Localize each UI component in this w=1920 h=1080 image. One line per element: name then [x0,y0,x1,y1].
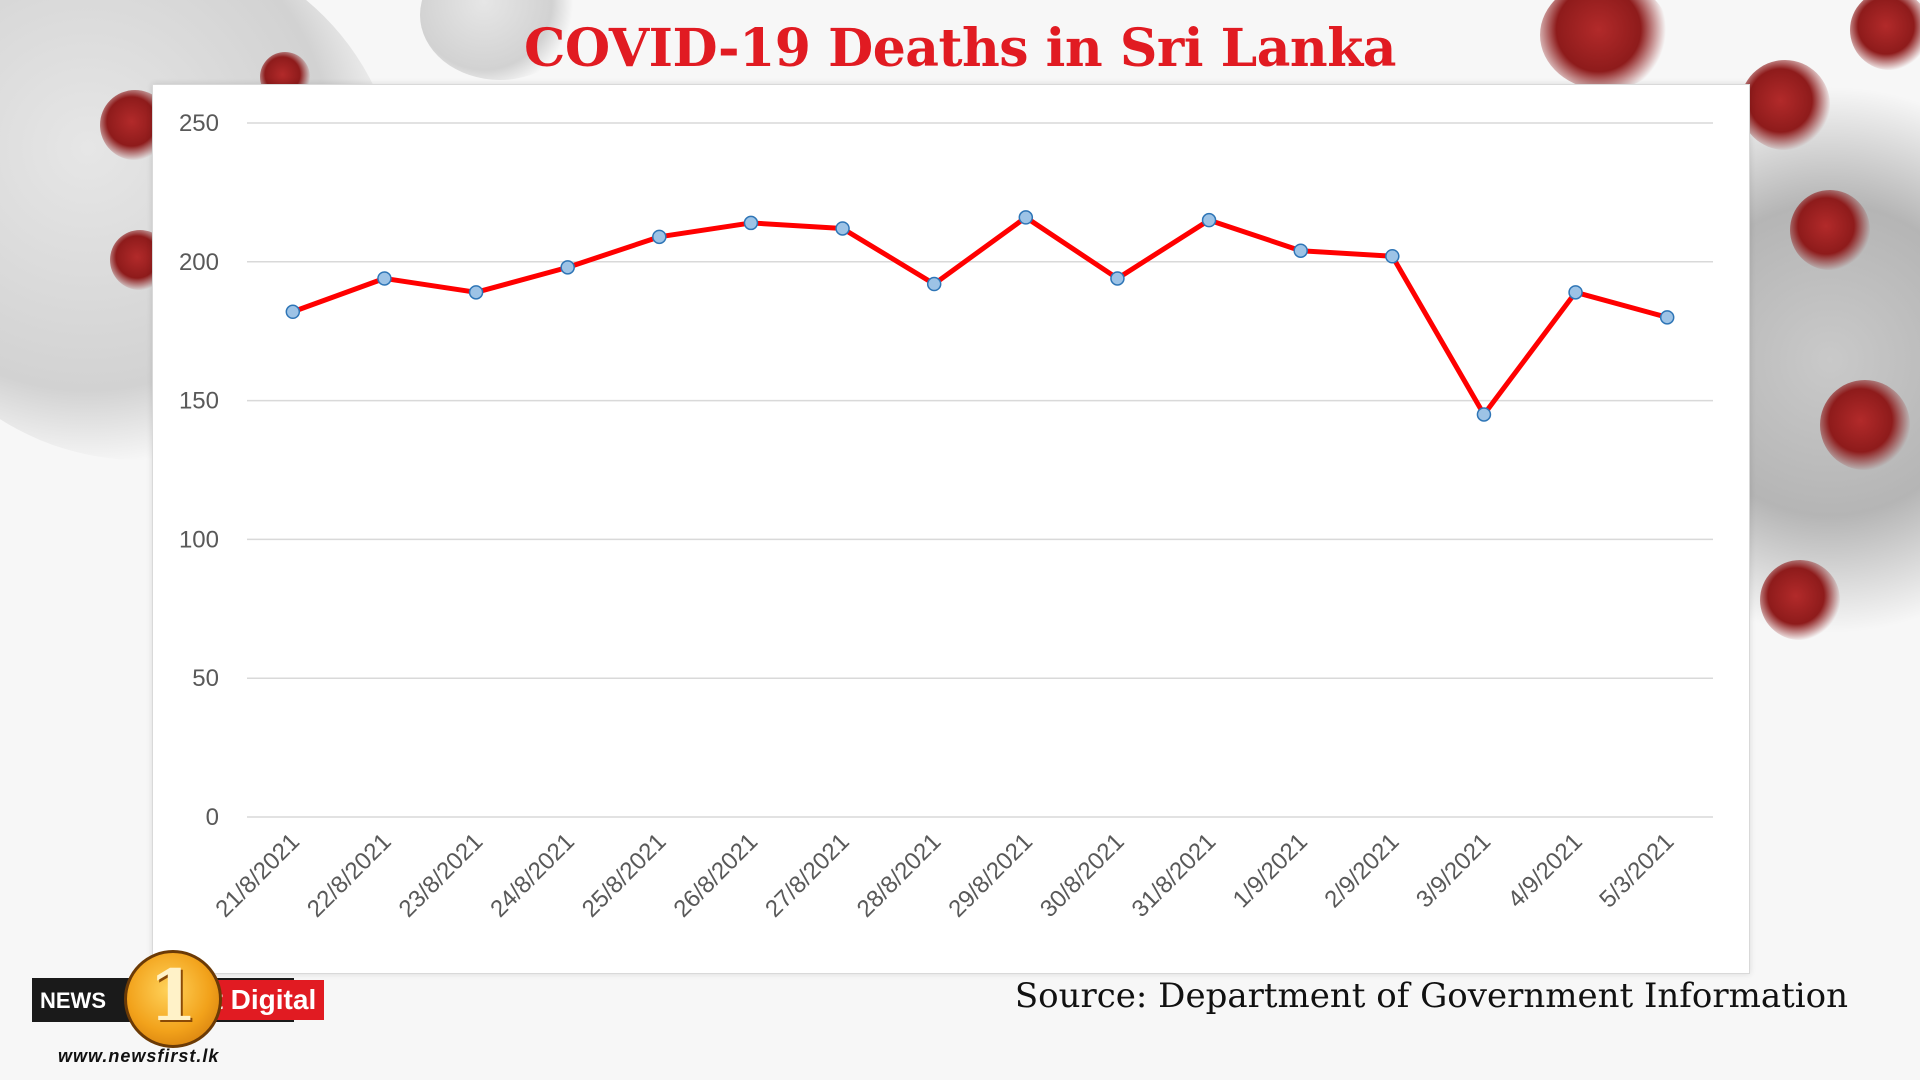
data-point [468,285,484,300]
data-point [926,276,942,292]
x-tick-label: 22/8/2021 [302,828,397,923]
x-tick-label: 31/8/2021 [1127,828,1222,923]
y-tick-label: 200 [179,249,219,276]
x-tick-label: 30/8/2021 [1035,828,1130,923]
logo-number: 1 [148,954,198,1037]
data-point [285,304,301,320]
y-tick-label: 150 [179,388,219,415]
data-point [1385,248,1400,264]
y-tick-label: 250 [179,110,219,137]
logo-url: www.newsfirst.lk [58,1046,220,1066]
x-tick-label: 24/8/2021 [485,828,580,923]
newsfirst-logo: NEWS st Digital 1 www.newsfirst.lk [32,950,324,1070]
chart-panel: 0 50 100 150 200 250 21/8/2021 22/8/2021 23/8/20… [152,84,1750,974]
data-point [377,271,392,286]
data-point [835,221,850,236]
x-tick-label: 3/9/2021 [1411,828,1496,913]
x-tick-label: 25/8/2021 [577,828,672,923]
data-point [1018,210,1034,225]
virus-graphic [1540,0,1670,90]
y-tick-label: 0 [206,804,219,831]
data-point [1568,285,1583,300]
virus-graphic [1820,380,1910,470]
virus-graphic [1760,560,1840,640]
x-tick-label: 28/8/2021 [852,828,947,923]
y-tick-label: 50 [192,665,219,692]
line-chart: 0 50 100 150 200 250 21/8/202122/8/202123/8/20… [179,110,1713,923]
series-line [290,214,1670,417]
logo-news-text: NEWS [40,988,106,1013]
x-tick-label: 1/9/2021 [1228,828,1313,913]
data-point [1110,271,1125,286]
data-point [652,229,667,245]
x-tick-label: 29/8/2021 [943,828,1038,923]
x-tick-label: 23/8/2021 [394,828,489,923]
x-tick-label: 4/9/2021 [1503,828,1588,913]
x-tick-label: 27/8/2021 [760,828,855,923]
x-tick-label: 21/8/2021 [210,828,305,923]
logo-emblem [124,950,222,1048]
data-point [743,215,759,231]
virus-graphic [1850,0,1920,70]
virus-graphic [1740,60,1830,150]
data-point [1201,212,1217,228]
data-point [560,260,575,275]
data-point [1293,243,1308,258]
x-tick-label: 26/8/2021 [669,828,764,923]
chart-title: COVID-19 Deaths in Sri Lanka [524,18,1396,79]
virus-graphic [1790,190,1870,270]
y-tick-label: 100 [179,526,219,553]
source-caption: Source: Department of Government Informa… [1014,976,1848,1016]
data-point [1659,310,1675,325]
x-tick-label: 2/9/2021 [1319,828,1404,913]
data-point [1476,407,1492,422]
x-tick-label: 5/3/2021 [1594,828,1679,913]
